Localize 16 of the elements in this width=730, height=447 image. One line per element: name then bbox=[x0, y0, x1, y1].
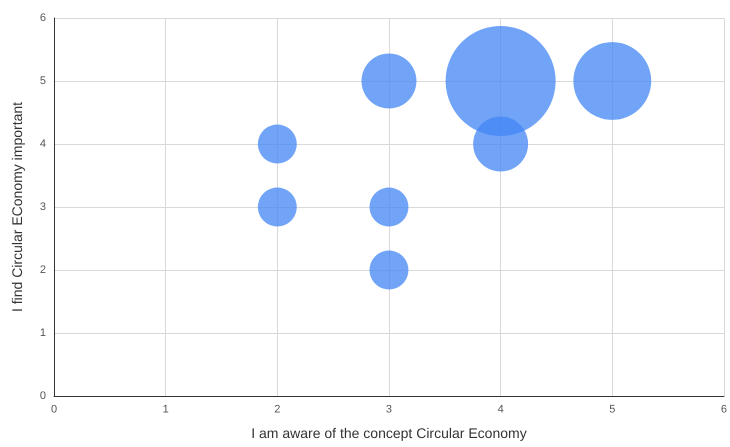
x-tick-label: 5 bbox=[609, 404, 616, 416]
y-tick-label: 3 bbox=[40, 201, 46, 213]
y-tick-label: 6 bbox=[40, 12, 46, 24]
y-tick-label: 2 bbox=[40, 264, 46, 276]
y-axis-title: I find Circular EConomy important bbox=[9, 102, 25, 312]
x-tick-label: 0 bbox=[50, 404, 58, 416]
x-tick-label: 3 bbox=[386, 404, 392, 416]
x-axis-title: I am aware of the concept Circular Economy bbox=[251, 425, 527, 441]
x-tick-label: 6 bbox=[720, 404, 728, 416]
y-tick-label: 0 bbox=[40, 390, 46, 402]
x-tick-label: 2 bbox=[274, 404, 280, 416]
x-tick-label: 1 bbox=[162, 404, 169, 416]
y-tick-label: 1 bbox=[40, 327, 46, 339]
y-tick-label: 5 bbox=[40, 75, 46, 87]
y-tick-label: 4 bbox=[40, 138, 46, 150]
x-tick-label: 4 bbox=[498, 404, 504, 416]
